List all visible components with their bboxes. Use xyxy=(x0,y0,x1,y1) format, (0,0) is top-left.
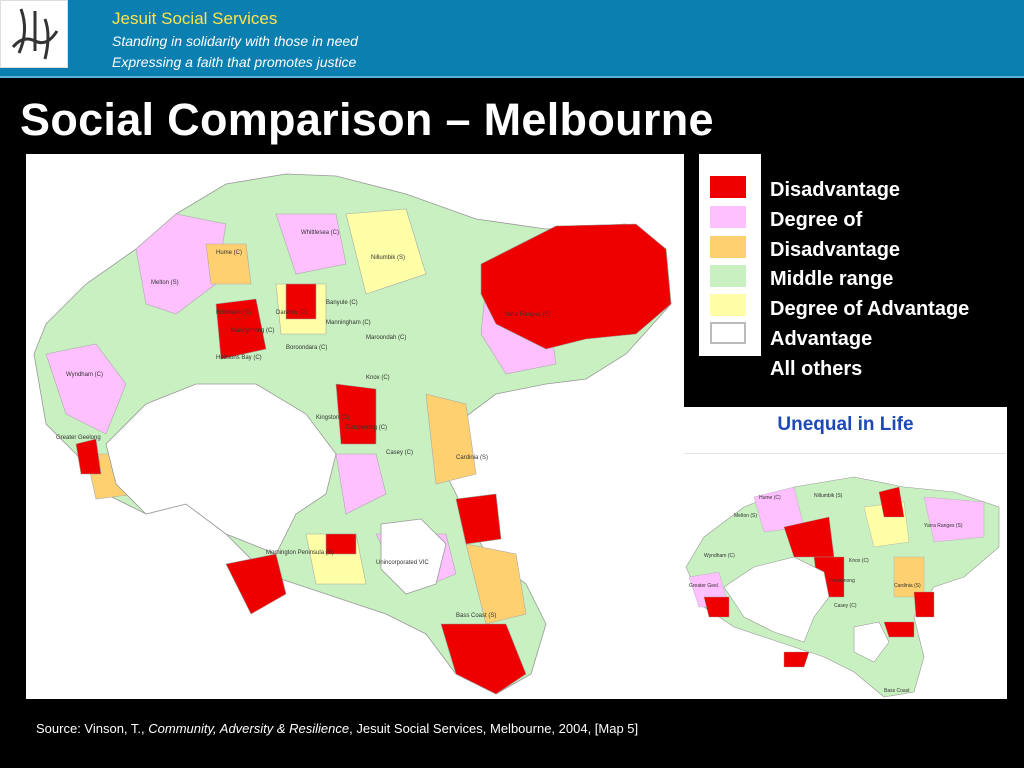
map-label: Dandenong (C) xyxy=(346,425,387,431)
map-label: Kingston (C) xyxy=(316,415,349,421)
legend-swatch xyxy=(710,322,746,344)
tagline-2: Expressing a faith that promotes justice xyxy=(112,54,357,70)
inset-map-label: Casey (C) xyxy=(834,603,857,609)
map-label: Casey (C) xyxy=(386,450,413,456)
tagline-1: Standing in solidarity with those in nee… xyxy=(112,33,358,49)
inset-map-label: Nillumbik (S) xyxy=(814,493,843,499)
legend-label: Disadvantage xyxy=(770,238,901,261)
inset-map-label: Greater Geel. xyxy=(689,583,719,589)
inset-map-label: Knox (C) xyxy=(849,558,869,564)
map-label: Bass Coast (S) xyxy=(456,613,496,619)
map-label: Maroondah (C) xyxy=(366,335,406,341)
map-label: Wyndham (C) xyxy=(66,372,103,378)
melbourne-main-map: Whittlesea (C) Hume (C) Nillumbik (S) Me… xyxy=(26,154,684,699)
legend-label: Disadvantage xyxy=(770,179,901,201)
legend-swatch xyxy=(710,176,746,198)
map-label: Boroondara (C) xyxy=(286,345,327,351)
legend-swatch xyxy=(710,294,746,316)
map-label: Brimbank (C) xyxy=(216,310,251,316)
legend-swatches xyxy=(699,154,761,356)
source-suffix: , Jesuit Social Services, Melbourne, 200… xyxy=(349,721,639,736)
source-citation: Source: Vinson, T., Community, Adversity… xyxy=(36,721,638,736)
map-label: Knox (C) xyxy=(366,375,390,381)
inset-map-label: Hume (C) xyxy=(759,495,781,501)
inset-map-label: Dandenong xyxy=(829,578,855,584)
inset-map-label: Cardinia (S) xyxy=(894,583,921,589)
source-book-title: Community, Adversity & Resilience xyxy=(148,721,350,736)
map-label: Unincorporated VIC xyxy=(376,560,429,566)
inset-divider xyxy=(684,453,1007,454)
inset-map-label: Wyndham (C) xyxy=(704,553,735,559)
org-name: Jesuit Social Services xyxy=(112,9,278,28)
map-label: Greater Geelong xyxy=(56,435,101,441)
legend-swatch xyxy=(710,265,746,287)
western-port xyxy=(380,518,447,595)
legend-labels: Disadvantage Degree of Disadvantage Midd… xyxy=(770,176,969,385)
legend-swatch xyxy=(710,236,746,258)
map-label: Banyule (C) xyxy=(326,300,358,306)
legend-label: Degree of xyxy=(770,208,863,231)
unequal-in-life-inset: Unequal in Life Hume (C) Nillumbik (S) M… xyxy=(684,407,1007,699)
legend-swatch xyxy=(710,206,746,228)
map-label: Nillumbik (S) xyxy=(371,255,405,261)
inset-map-label: Bass Coast xyxy=(884,688,910,694)
header-banner: Jesuit Social Services Standing in solid… xyxy=(0,0,1024,78)
map-label: Maribyrnong (C) xyxy=(231,328,274,334)
map-label: Mornington Peninsula (S) xyxy=(266,550,334,556)
legend-label: Middle range xyxy=(770,268,894,291)
map-label: Whittlesea (C) xyxy=(301,230,339,236)
map-label: Manningham (C) xyxy=(326,320,371,326)
port-phillip-bay xyxy=(105,383,337,555)
map-label: Yarra Ranges (S) xyxy=(504,312,550,318)
inset-title: Unequal in Life xyxy=(777,414,914,435)
map-label: Melton (S) xyxy=(151,280,179,286)
legend-label: Advantage xyxy=(770,327,873,350)
jss-logo xyxy=(0,0,68,68)
source-prefix: Source: Vinson, T., xyxy=(36,721,149,736)
map-label: Hume (C) xyxy=(216,250,242,256)
map-label: Darebin (C) xyxy=(276,310,307,316)
inset-map-label: Melton (S) xyxy=(734,513,757,519)
page-title: Social Comparison – Melbourne xyxy=(20,94,714,145)
inset-map-label: Yarra Ranges (S) xyxy=(924,523,963,529)
map-label: Cardinia (S) xyxy=(456,455,488,461)
legend-label: Degree of Advantage xyxy=(770,298,970,321)
map-label: Hobsons Bay (C) xyxy=(216,355,262,361)
legend-label: All others xyxy=(770,357,863,380)
